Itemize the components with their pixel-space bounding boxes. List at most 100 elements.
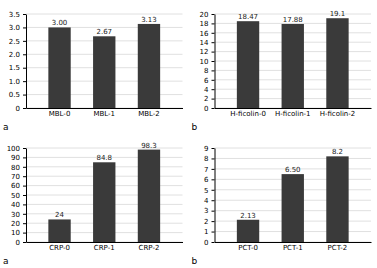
tick-mark — [23, 195, 26, 196]
y-tick-label: 90 — [11, 154, 20, 162]
y-tick-label: 3.5 — [9, 11, 20, 19]
y-tick-label: 8 — [204, 155, 208, 163]
y-tick-label: 3 — [204, 207, 208, 215]
x-tick: CRP-1 — [94, 244, 115, 252]
y-tick: 10 — [200, 58, 215, 66]
data-labels: 18.4717.8819.1 — [238, 10, 345, 24]
y-tick: 2 — [204, 218, 214, 226]
grid — [215, 148, 372, 242]
grid-line — [26, 14, 183, 15]
y-tick-label: 16 — [200, 30, 209, 38]
data-labels: 2.136.508.2 — [240, 148, 343, 219]
data-labels: 2484.898.3 — [55, 142, 157, 220]
tick-mark — [212, 232, 215, 233]
y-tick-label: 50 — [11, 192, 20, 200]
tick-mark — [23, 167, 26, 168]
tick-mark — [23, 186, 26, 187]
bar — [93, 36, 115, 108]
data-labels: 3.002.673.13 — [52, 16, 157, 36]
tick-mark — [23, 41, 26, 42]
y-tick: 3 — [204, 207, 214, 215]
tick-mark — [23, 204, 26, 205]
x-tick-label: MBL-2 — [138, 110, 160, 118]
y-tick-label: 100 — [7, 145, 20, 153]
y-tick: 4 — [204, 86, 214, 94]
axis-line — [27, 108, 184, 109]
tick-mark — [23, 68, 26, 69]
y-tick-label: 6 — [204, 77, 209, 85]
tick-mark — [212, 99, 215, 100]
y-tick: 100 — [7, 145, 26, 153]
y-tick: 20 — [11, 220, 26, 228]
tick-mark — [23, 81, 26, 82]
x-tick: H-ficolin-0 — [230, 110, 266, 118]
y-tick-label: 4 — [204, 86, 209, 94]
tick-mark — [212, 42, 215, 43]
figure: 00.51.01.52.02.53.03.5MBL-0MBL-1MBL-23.0… — [0, 0, 377, 268]
y-tick-label: 1.5 — [9, 64, 20, 72]
axis-line — [26, 149, 27, 243]
tick-mark — [23, 14, 26, 15]
y-tick: 2.5 — [9, 38, 26, 46]
data-label: 84.8 — [96, 154, 112, 162]
x-tick-label: CRP-1 — [94, 244, 115, 252]
grid-line — [26, 148, 183, 149]
tick-mark — [212, 14, 215, 15]
tick-mark — [212, 148, 215, 149]
x-axis: H-ficolin-0H-ficolin-1H-ficolin-2 — [215, 109, 372, 118]
y-tick: 8 — [204, 155, 214, 163]
data-label: 24 — [55, 211, 64, 219]
plot-area — [48, 150, 160, 242]
bar — [138, 150, 160, 242]
y-axis: 00.51.01.52.02.53.03.5 — [9, 11, 27, 113]
y-tick-label: 10 — [11, 229, 20, 237]
grid — [26, 148, 183, 242]
y-tick: 4 — [204, 197, 214, 205]
y-tick: 3.5 — [9, 11, 26, 19]
y-tick: 7 — [204, 166, 214, 174]
y-tick-label: 2 — [204, 218, 208, 226]
x-tick-label: H-ficolin-2 — [320, 110, 356, 118]
axis-line — [215, 108, 372, 109]
y-tick: 1 — [204, 228, 214, 236]
y-tick: 0 — [204, 239, 214, 247]
y-tick: 9 — [204, 145, 214, 153]
x-tick-label: H-ficolin-0 — [230, 110, 266, 118]
y-tick-label: 20 — [11, 220, 20, 228]
bar — [326, 156, 348, 242]
tick-mark — [23, 54, 26, 55]
y-tick-label: 60 — [11, 182, 20, 190]
x-tick-label: PCT-0 — [238, 244, 258, 252]
panel-label: b — [192, 256, 198, 266]
tick-mark — [212, 221, 215, 222]
x-tick: PCT-2 — [328, 244, 348, 252]
axis-line — [215, 15, 216, 109]
tick-mark — [23, 223, 26, 224]
x-tick: PCT-0 — [238, 244, 258, 252]
x-tick: MBL-2 — [138, 110, 160, 118]
y-tick: 0 — [204, 105, 214, 113]
x-axis: PCT-0PCT-1PCT-2 — [215, 243, 372, 252]
plot-area — [237, 156, 349, 242]
tick-mark — [212, 190, 215, 191]
data-label: 17.88 — [283, 16, 303, 24]
y-tick: 5 — [204, 187, 214, 195]
bar — [237, 21, 259, 108]
y-tick-label: 80 — [11, 164, 20, 172]
y-tick-label: 2 — [204, 95, 208, 103]
axis-line — [215, 242, 372, 243]
y-tick-label: 9 — [204, 145, 208, 153]
tick-mark — [212, 200, 215, 201]
plot-area — [237, 18, 349, 108]
tick-mark — [212, 52, 215, 53]
y-tick: 0 — [16, 105, 26, 113]
y-tick: 2.0 — [9, 51, 26, 59]
y-tick-label: 18 — [200, 20, 209, 28]
y-tick-label: 10 — [200, 58, 209, 66]
y-tick-label: 6 — [204, 176, 209, 184]
axis-line — [27, 242, 184, 243]
plot-area — [48, 24, 160, 108]
tick-mark — [212, 61, 215, 62]
bar — [326, 18, 348, 108]
tick-mark — [23, 108, 26, 109]
